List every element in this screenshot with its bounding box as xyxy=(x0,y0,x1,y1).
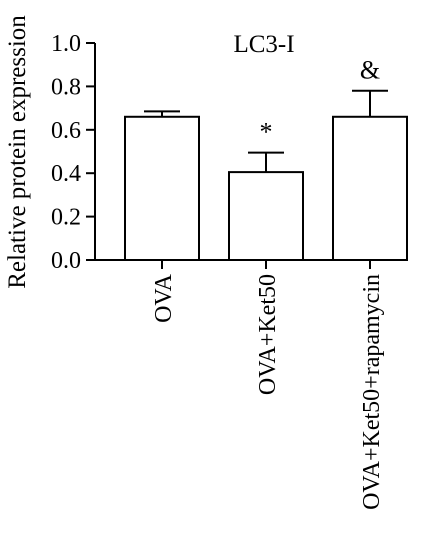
bar-2 xyxy=(228,171,304,262)
x-tick-label: OVA+Ket50 xyxy=(255,274,281,395)
y-ticks: 0.0 0.2 0.4 0.6 0.8 1.0 xyxy=(51,31,95,274)
chart-title: LC3-I xyxy=(233,31,294,58)
x-ticks: OVA OVA+Ket50 OVA+Ket50+rapamycin xyxy=(151,260,385,510)
y-tick-label: 0.2 xyxy=(51,205,81,231)
bars: *& xyxy=(124,56,408,262)
x-tick-label: OVA xyxy=(151,273,177,323)
y-tick-label: 0.0 xyxy=(51,248,81,274)
y-tick-label: 1.0 xyxy=(51,31,81,57)
x-tick-label: OVA+Ket50+rapamycin xyxy=(359,274,385,510)
y-axis-label: Relative protein expression xyxy=(4,15,31,289)
significance-marker: * xyxy=(260,118,273,147)
y-tick-label: 0.4 xyxy=(51,161,81,187)
significance-marker: & xyxy=(360,56,380,85)
bar-1 xyxy=(124,115,200,261)
y-tick-label: 0.6 xyxy=(51,118,81,144)
y-tick-label: 0.8 xyxy=(51,74,81,100)
bar-3 xyxy=(332,115,408,261)
